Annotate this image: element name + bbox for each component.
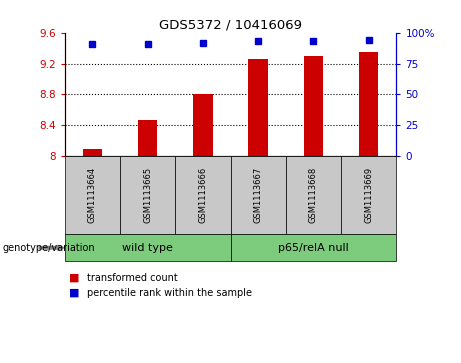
Text: GSM1113664: GSM1113664 [88,167,97,223]
Text: GSM1113669: GSM1113669 [364,167,373,223]
Bar [138,120,157,156]
Text: GSM1113666: GSM1113666 [198,167,207,223]
Bar [193,94,213,156]
Bar [359,52,378,156]
Text: genotype/variation: genotype/variation [2,243,95,253]
Text: percentile rank within the sample: percentile rank within the sample [87,288,252,298]
Bar [248,59,268,156]
Text: ■: ■ [69,288,80,298]
Text: GSM1113665: GSM1113665 [143,167,152,223]
Text: ■: ■ [69,273,80,283]
Text: p65/relA null: p65/relA null [278,243,349,253]
Text: wild type: wild type [122,243,173,253]
Text: GSM1113668: GSM1113668 [309,167,318,223]
Text: GSM1113667: GSM1113667 [254,167,263,223]
Bar [304,56,323,156]
Title: GDS5372 / 10416069: GDS5372 / 10416069 [159,19,302,32]
Bar [83,149,102,156]
Text: transformed count: transformed count [87,273,177,283]
